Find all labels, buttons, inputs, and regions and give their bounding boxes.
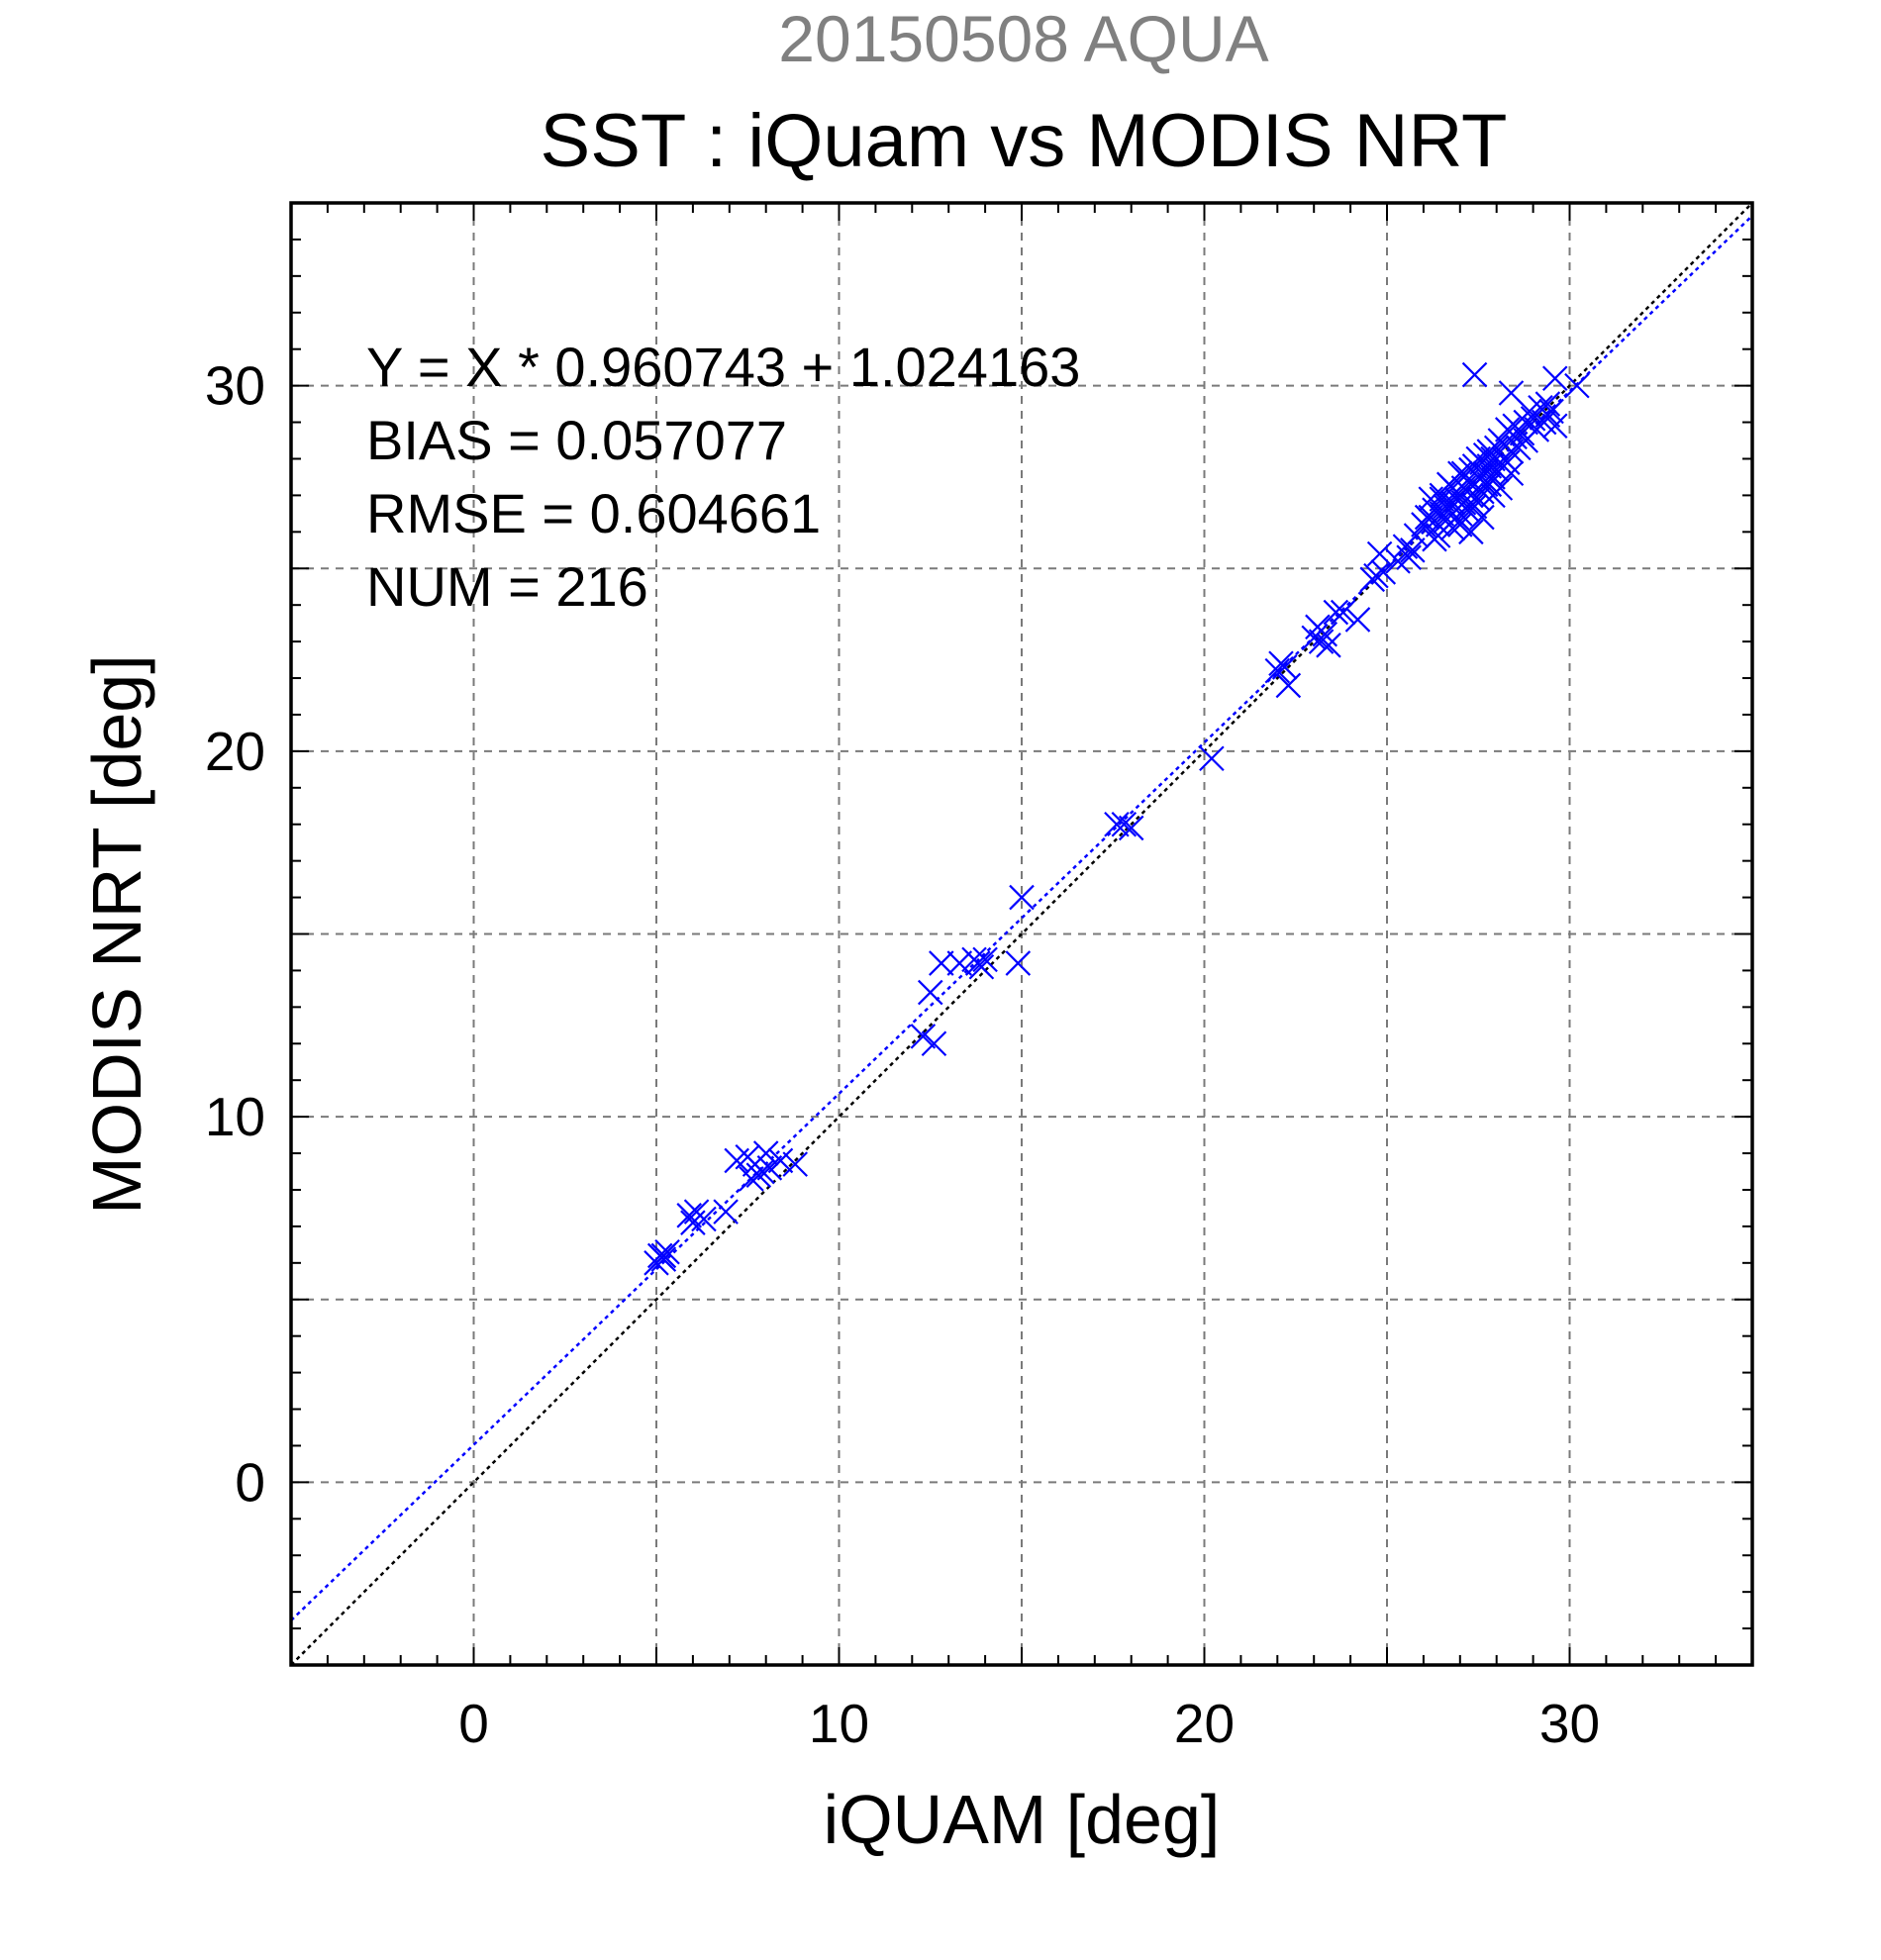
data-point	[1538, 398, 1564, 425]
x-tick-label: 30	[1539, 1693, 1600, 1754]
data-point	[680, 1210, 706, 1235]
data-point	[1498, 460, 1525, 487]
data-point	[1118, 815, 1144, 841]
fit-equation: Y = X * 0.960743 + 1.024163	[366, 336, 1080, 398]
x-tick-label: 10	[809, 1693, 869, 1754]
data-point	[1439, 475, 1466, 501]
chart-supertitle: 20150508 AQUA	[778, 2, 1268, 75]
grid-lines	[291, 203, 1752, 1665]
data-point	[917, 979, 943, 1006]
data-point	[1564, 372, 1590, 399]
data-point	[756, 1155, 783, 1181]
data-point	[921, 1030, 947, 1057]
data-point	[1541, 413, 1568, 440]
y-tick-label: 20	[205, 721, 265, 782]
data-point	[1458, 519, 1484, 545]
data-point	[1498, 380, 1525, 406]
data-point	[782, 1151, 808, 1177]
data-point	[1425, 523, 1451, 548]
data-point	[1363, 562, 1389, 589]
data-point	[1005, 950, 1032, 976]
data-point	[972, 946, 998, 973]
data-point	[1330, 599, 1356, 626]
data-point	[749, 1158, 775, 1185]
data-point	[767, 1147, 794, 1174]
plot-frame	[289, 201, 1754, 1667]
data-point	[1104, 811, 1130, 837]
x-tick-labels: 0 10 20 30	[458, 1693, 1600, 1754]
data-point	[1111, 811, 1138, 837]
data-point	[1447, 512, 1473, 538]
data-point	[1396, 544, 1422, 570]
y-tick-label: 30	[205, 355, 265, 417]
y-tick-label: 0	[235, 1451, 265, 1513]
data-point	[1418, 504, 1444, 531]
data-point	[739, 1166, 764, 1192]
data-points	[644, 361, 1590, 1276]
x-tick-label: 20	[1174, 1693, 1235, 1754]
data-point	[676, 1203, 702, 1228]
data-point	[929, 950, 954, 976]
data-point	[650, 1242, 677, 1269]
data-point	[946, 950, 973, 976]
data-point	[1465, 445, 1492, 472]
y-axis-label: MODIS NRT [deg]	[78, 654, 155, 1214]
data-point	[713, 1199, 739, 1225]
x-tick-label: 0	[458, 1693, 489, 1754]
data-point	[1476, 471, 1503, 498]
data-point	[1370, 559, 1397, 585]
y-tick-labels: 0 10 20 30	[205, 355, 265, 1514]
data-point	[1323, 599, 1349, 626]
data-point	[1199, 745, 1225, 772]
data-point	[1312, 621, 1338, 647]
data-point	[1494, 417, 1521, 442]
num-value: NUM = 216	[366, 555, 648, 618]
data-point	[1400, 538, 1426, 563]
stats-box: Y = X * 0.960743 + 1.024163 BIAS = 0.057…	[366, 336, 1080, 618]
data-point	[1461, 493, 1488, 520]
data-point	[1009, 884, 1035, 911]
data-point	[1483, 435, 1510, 461]
bias-value: BIAS = 0.057077	[366, 409, 787, 471]
data-point	[1275, 672, 1302, 699]
rmse-value: RMSE = 0.604661	[366, 482, 821, 544]
data-point	[910, 1024, 937, 1049]
data-point	[1366, 540, 1393, 567]
data-point	[1344, 607, 1371, 633]
data-point	[1469, 504, 1495, 531]
data-point	[1461, 361, 1488, 388]
data-point	[1534, 391, 1561, 417]
data-point	[1308, 629, 1335, 654]
data-point	[650, 1246, 677, 1272]
data-point	[1541, 365, 1568, 392]
y-tick-label: 10	[205, 1086, 265, 1147]
data-point	[1487, 428, 1514, 453]
data-point	[961, 946, 987, 973]
chart-title: SST : iQuam vs MODIS NRT	[541, 99, 1508, 183]
data-point	[1264, 657, 1291, 684]
x-axis-label: iQUAM [deg]	[824, 1781, 1221, 1858]
